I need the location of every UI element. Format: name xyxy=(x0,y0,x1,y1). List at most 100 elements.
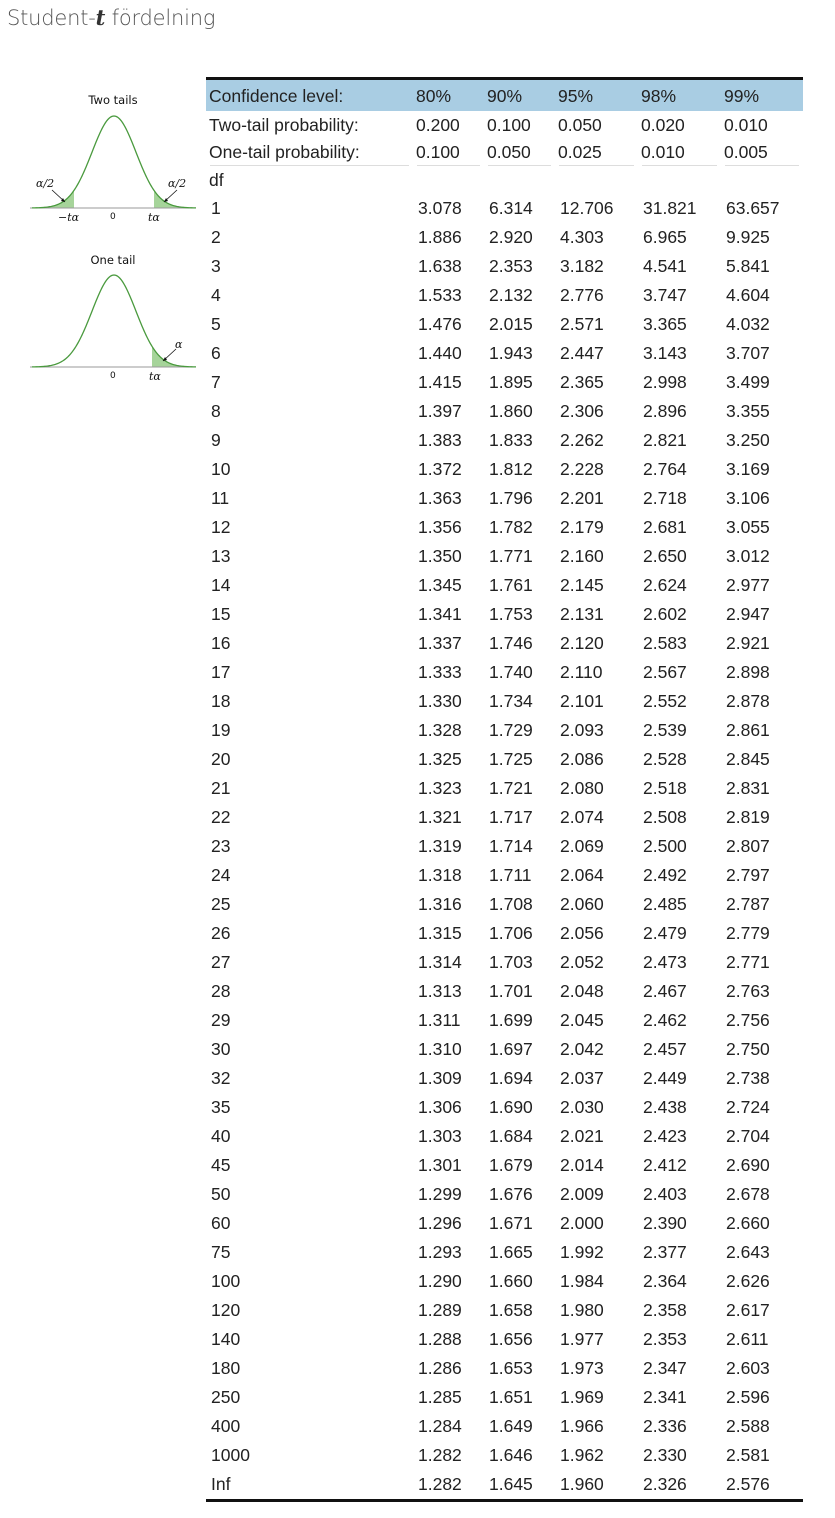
critical-value-cell: 2.724 xyxy=(726,1097,770,1117)
table-row: 7 1.415 1.895 2.365 2.998 3.499 xyxy=(206,368,803,397)
critical-value-cell: 1.703 xyxy=(489,952,533,972)
critical-value-cell: 1.476 xyxy=(418,314,462,334)
critical-value-cell: 1.303 xyxy=(418,1126,462,1146)
table-row: 13 1.350 1.771 2.160 2.650 3.012 xyxy=(206,542,803,571)
table-row: 22 1.321 1.717 2.074 2.508 2.819 xyxy=(206,803,803,832)
two-tail-probability-cell: 0.020 xyxy=(641,114,685,135)
confidence-level-row: Confidence level: 80% 90% 95% 98% 99% xyxy=(206,77,803,111)
critical-value-cell: 1.895 xyxy=(489,372,533,392)
critical-value-cell: 1.701 xyxy=(489,981,533,1001)
df-value-cell: 400 xyxy=(211,1416,241,1436)
critical-value-cell: 1.337 xyxy=(418,633,462,653)
one-tail-caption: One tail xyxy=(90,253,136,267)
critical-value-cell: 2.145 xyxy=(560,575,604,595)
df-value-cell: 40 xyxy=(211,1126,231,1146)
critical-value-cell: 2.447 xyxy=(560,343,604,363)
critical-value-cell: 2.306 xyxy=(560,401,604,421)
critical-value-cell: 1.296 xyxy=(418,1213,462,1233)
critical-value-cell: 1.962 xyxy=(560,1445,604,1465)
df-value-cell: 140 xyxy=(211,1329,241,1349)
critical-value-cell: 2.704 xyxy=(726,1126,770,1146)
critical-value-cell: 2.681 xyxy=(643,517,687,537)
df-value-cell: 75 xyxy=(211,1242,231,1262)
table-row: 180 1.286 1.653 1.973 2.347 2.603 xyxy=(206,1354,803,1383)
critical-value-cell: 2.571 xyxy=(560,314,604,334)
critical-value-cell: 1.285 xyxy=(418,1387,462,1407)
critical-value-cell: 1.309 xyxy=(418,1068,462,1088)
critical-value-cell: 2.423 xyxy=(643,1126,687,1146)
df-value-cell: 24 xyxy=(211,865,231,885)
table-row: 1000 1.282 1.646 1.962 2.330 2.581 xyxy=(206,1441,803,1470)
critical-value-cell: 2.763 xyxy=(726,981,770,1001)
critical-value-cell: 1.753 xyxy=(489,604,533,624)
critical-value-cell: 3.012 xyxy=(726,546,770,566)
two-tails-density-curve xyxy=(31,115,197,209)
df-value-cell: 16 xyxy=(211,633,231,653)
table-row: 21 1.323 1.721 2.080 2.518 2.831 xyxy=(206,774,803,803)
critical-value-cell: 2.326 xyxy=(643,1474,687,1494)
critical-value-cell: 2.845 xyxy=(726,749,770,769)
critical-value-cell: 1.717 xyxy=(489,807,533,827)
critical-value-cell: 2.037 xyxy=(560,1068,604,1088)
critical-value-cell: 1.860 xyxy=(489,401,533,421)
two-tails-caption: Two tails xyxy=(88,93,138,107)
critical-value-cell: 2.160 xyxy=(560,546,604,566)
table-row: 40 1.303 1.684 2.021 2.423 2.704 xyxy=(206,1122,803,1151)
df-value-cell: 11 xyxy=(211,488,230,508)
critical-value-cell: 1.992 xyxy=(560,1242,604,1262)
one-tail-probability-row: One-tail probability: 0.100 0.050 0.025 … xyxy=(206,139,803,165)
df-value-cell: Inf xyxy=(211,1474,231,1494)
critical-value-cell: 2.412 xyxy=(643,1155,687,1175)
table-row: 5 1.476 2.015 2.571 3.365 4.032 xyxy=(206,310,803,339)
one-tail-density-curve xyxy=(31,274,197,368)
table-row: 17 1.333 1.740 2.110 2.567 2.898 xyxy=(206,658,803,687)
table-row: 100 1.290 1.660 1.984 2.364 2.626 xyxy=(206,1267,803,1296)
critical-value-cell: 2.807 xyxy=(726,836,770,856)
critical-value-cell: 2.390 xyxy=(643,1213,687,1233)
table-row: 24 1.318 1.711 2.064 2.492 2.797 xyxy=(206,861,803,890)
page-title: Student-t fördelning xyxy=(7,5,215,30)
df-value-cell: 26 xyxy=(211,923,231,943)
df-value-cell: 1000 xyxy=(211,1445,250,1465)
table-row: 16 1.337 1.746 2.120 2.583 2.921 xyxy=(206,629,803,658)
critical-value-cell: 1.284 xyxy=(418,1416,462,1436)
two-tail-probability-label: Two-tail probability: xyxy=(209,114,359,135)
df-value-cell: 14 xyxy=(211,575,231,595)
critical-value-cell: 2.048 xyxy=(560,981,604,1001)
critical-value-cell: 1.321 xyxy=(418,807,462,827)
critical-value-cell: 1.318 xyxy=(418,865,462,885)
one-tail-probability-label: One-tail probability: xyxy=(209,141,360,162)
header-separator xyxy=(206,165,803,166)
critical-value-cell: 2.015 xyxy=(489,314,533,334)
critical-value-cell: 2.365 xyxy=(560,372,604,392)
critical-value-cell: 1.984 xyxy=(560,1271,604,1291)
critical-value-cell: 1.969 xyxy=(560,1387,604,1407)
critical-value-cell: 2.921 xyxy=(726,633,770,653)
critical-value-cell: 2.596 xyxy=(726,1387,770,1407)
critical-value-cell: 2.336 xyxy=(643,1416,687,1436)
critical-value-cell: 2.042 xyxy=(560,1039,604,1059)
df-value-cell: 28 xyxy=(211,981,231,1001)
critical-value-cell: 2.567 xyxy=(643,662,687,682)
one-tail-arrowhead xyxy=(163,357,167,361)
table-row: 18 1.330 1.734 2.101 2.552 2.878 xyxy=(206,687,803,716)
df-value-cell: 20 xyxy=(211,749,231,769)
critical-value-cell: 2.353 xyxy=(643,1329,687,1349)
table-row: 19 1.328 1.729 2.093 2.539 2.861 xyxy=(206,716,803,745)
critical-value-cell: 2.738 xyxy=(726,1068,770,1088)
critical-value-cell: 1.656 xyxy=(489,1329,533,1349)
df-value-cell: 32 xyxy=(211,1068,231,1088)
df-value-cell: 100 xyxy=(211,1271,241,1291)
critical-value-cell: 4.032 xyxy=(726,314,770,334)
critical-value-cell: 2.626 xyxy=(726,1271,770,1291)
critical-value-cell: 2.492 xyxy=(643,865,687,885)
critical-value-cell: 1.282 xyxy=(418,1445,462,1465)
df-value-cell: 6 xyxy=(211,343,221,363)
critical-value-cell: 4.303 xyxy=(560,227,604,247)
df-value-cell: 10 xyxy=(211,459,231,479)
critical-value-cell: 1.771 xyxy=(489,546,533,566)
critical-value-cell: 2.056 xyxy=(560,923,604,943)
critical-value-cell: 2.819 xyxy=(726,807,770,827)
df-value-cell: 35 xyxy=(211,1097,231,1117)
table-row: 140 1.288 1.656 1.977 2.353 2.611 xyxy=(206,1325,803,1354)
